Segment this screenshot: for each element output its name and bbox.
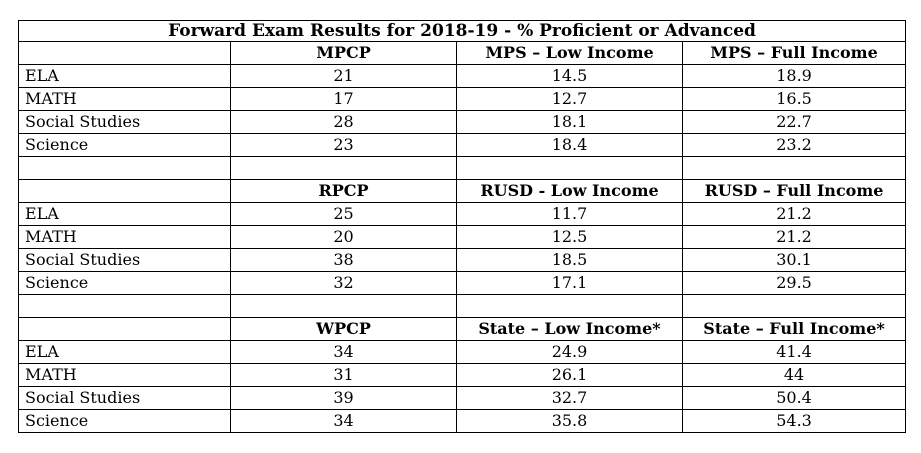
table-cell: 20 — [230, 225, 457, 249]
section-header-row: MPCP MPS – Low Income MPS – Full Income — [18, 41, 907, 65]
column-header: RUSD – Full Income — [681, 179, 907, 203]
table-row: ELA 25 11.7 21.2 — [18, 202, 907, 226]
spacer-cell — [681, 294, 907, 318]
column-header: MPS – Low Income — [456, 41, 683, 65]
table-cell: 50.4 — [681, 386, 907, 410]
table-cell: 11.7 — [456, 202, 683, 226]
column-header: WPCP — [230, 317, 457, 341]
spacer-cell — [456, 156, 683, 180]
header-blank-cell — [18, 179, 231, 203]
spacer-cell — [230, 294, 457, 318]
title-row: Forward Exam Results for 2018-19 - % Pro… — [17, 20, 907, 42]
header-blank-cell — [18, 41, 231, 65]
row-label: Science — [18, 133, 231, 157]
spacer-cell — [681, 156, 907, 180]
row-label: MATH — [18, 87, 231, 111]
table-cell: 29.5 — [681, 271, 907, 295]
row-label: Social Studies — [18, 110, 231, 134]
section-header-row: RPCP RUSD - Low Income RUSD – Full Incom… — [18, 179, 907, 203]
table-cell: 34 — [230, 409, 457, 433]
spacer-cell — [456, 294, 683, 318]
table-cell: 25 — [230, 202, 457, 226]
table-cell: 41.4 — [681, 340, 907, 364]
spacer-cell — [18, 156, 231, 180]
table-row: Science 34 35.8 54.3 — [18, 409, 907, 433]
table-row: MATH 31 26.1 44 — [18, 363, 907, 387]
header-blank-cell — [18, 317, 231, 341]
table-cell: 18.5 — [456, 248, 683, 272]
table-row: ELA 21 14.5 18.9 — [18, 64, 907, 88]
table-cell: 30.1 — [681, 248, 907, 272]
table-cell: 12.5 — [456, 225, 683, 249]
table-cell: 24.9 — [456, 340, 683, 364]
row-label: ELA — [18, 64, 231, 88]
table-row: ELA 34 24.9 41.4 — [18, 340, 907, 364]
row-label: MATH — [18, 363, 231, 387]
spacer-row — [18, 294, 907, 318]
spacer-cell — [230, 156, 457, 180]
table-cell: 18.4 — [456, 133, 683, 157]
row-label: MATH — [18, 225, 231, 249]
table-cell: 26.1 — [456, 363, 683, 387]
spacer-row — [18, 156, 907, 180]
table-row: MATH 17 12.7 16.5 — [18, 87, 907, 111]
row-label: Social Studies — [18, 386, 231, 410]
spacer-cell — [18, 294, 231, 318]
table-cell: 22.7 — [681, 110, 907, 134]
column-header: MPCP — [230, 41, 457, 65]
table-row: Social Studies 28 18.1 22.7 — [18, 110, 907, 134]
table-cell: 21.2 — [681, 225, 907, 249]
table-cell: 54.3 — [681, 409, 907, 433]
column-header: RPCP — [230, 179, 457, 203]
column-header: RUSD - Low Income — [456, 179, 683, 203]
table-row: MATH 20 12.5 21.2 — [18, 225, 907, 249]
results-table-body: Forward Exam Results for 2018-19 - % Pro… — [17, 20, 907, 433]
table-cell: 21.2 — [681, 202, 907, 226]
column-header: State – Low Income* — [456, 317, 683, 341]
table-cell: 18.1 — [456, 110, 683, 134]
table-row: Social Studies 38 18.5 30.1 — [18, 248, 907, 272]
table-cell: 23 — [230, 133, 457, 157]
table-row: Science 32 17.1 29.5 — [18, 271, 907, 295]
table-cell: 17.1 — [456, 271, 683, 295]
results-table: Forward Exam Results for 2018-19 - % Pro… — [17, 20, 907, 433]
table-cell: 32.7 — [456, 386, 683, 410]
row-label: Science — [18, 409, 231, 433]
table-cell: 16.5 — [681, 87, 907, 111]
section-header-row: WPCP State – Low Income* State – Full In… — [18, 317, 907, 341]
table-cell: 31 — [230, 363, 457, 387]
table-cell: 28 — [230, 110, 457, 134]
column-header: MPS – Full Income — [681, 41, 907, 65]
table-cell: 38 — [230, 248, 457, 272]
column-header: State – Full Income* — [681, 317, 907, 341]
table-cell: 35.8 — [456, 409, 683, 433]
table-cell: 23.2 — [681, 133, 907, 157]
row-label: ELA — [18, 202, 231, 226]
table-cell: 34 — [230, 340, 457, 364]
table-cell: 44 — [681, 363, 907, 387]
table-cell: 32 — [230, 271, 457, 295]
table-cell: 39 — [230, 386, 457, 410]
table-row: Social Studies 39 32.7 50.4 — [18, 386, 907, 410]
table-cell: 18.9 — [681, 64, 907, 88]
table-cell: 17 — [230, 87, 457, 111]
table-cell: 21 — [230, 64, 457, 88]
table-title: Forward Exam Results for 2018-19 - % Pro… — [17, 20, 907, 42]
table-cell: 12.7 — [456, 87, 683, 111]
row-label: Social Studies — [18, 248, 231, 272]
row-label: ELA — [18, 340, 231, 364]
table-cell: 14.5 — [456, 64, 683, 88]
row-label: Science — [18, 271, 231, 295]
table-row: Science 23 18.4 23.2 — [18, 133, 907, 157]
